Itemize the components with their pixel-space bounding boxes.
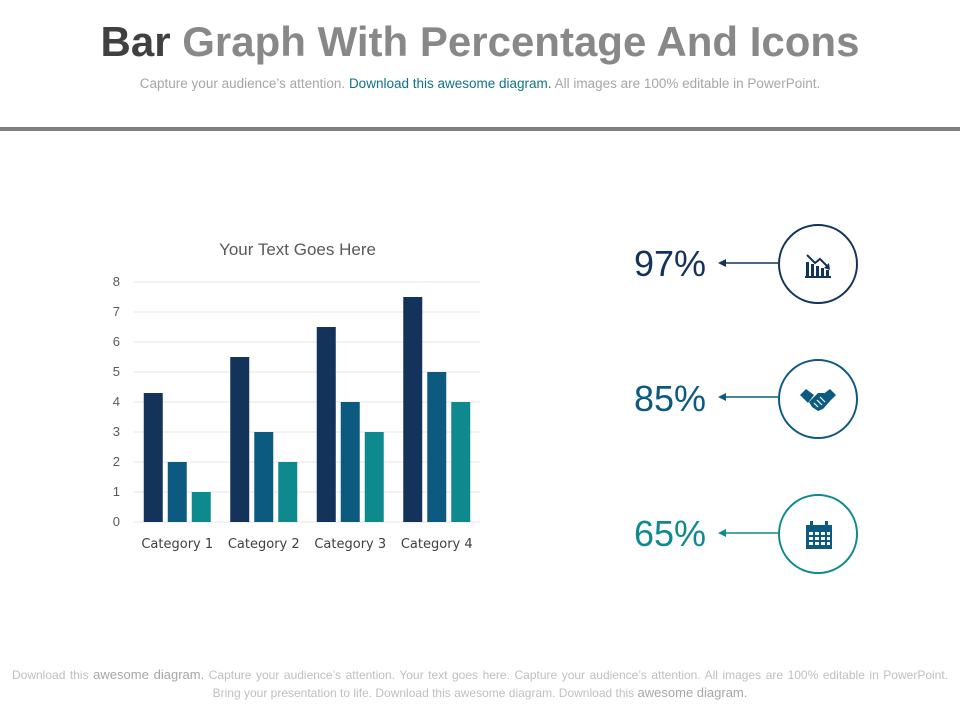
stat-icon-circle-1 — [778, 224, 858, 304]
page-title: Bar Graph With Percentage And Icons — [0, 18, 960, 66]
chart-title: Your Text Goes Here — [219, 240, 376, 259]
stat-value-2: 85% — [633, 378, 707, 419]
y-tick-label: 0 — [113, 514, 120, 529]
bar — [278, 462, 298, 522]
footer-text: Download this awesome diagram. Capture y… — [12, 666, 948, 702]
arrow-left-icon — [718, 529, 778, 537]
stat-value-1: 97% — [633, 243, 707, 284]
title-light-part: Graph With Percentage And Icons — [182, 18, 860, 65]
subtitle-accent: Download this awesome diagram. — [348, 76, 552, 91]
bar — [167, 462, 187, 522]
x-tick-label: Category 3 — [314, 537, 386, 552]
bar — [230, 357, 250, 522]
y-tick-label: 4 — [113, 394, 120, 409]
footer-emphasis-1: awesome diagram. — [93, 667, 205, 682]
y-tick-label: 1 — [113, 484, 120, 499]
subtitle-end: All images are 100% editable in PowerPoi… — [554, 76, 821, 91]
arrow-left-icon — [718, 259, 778, 267]
arrow-left-icon — [718, 393, 778, 401]
footer-part-1: Download this — [12, 668, 89, 682]
y-tick-label: 8 — [113, 274, 120, 289]
y-tick-label: 3 — [113, 424, 120, 439]
x-tick-label: Category 1 — [141, 537, 213, 552]
bar — [364, 432, 384, 522]
subtitle-start: Capture your audience’s attention. — [139, 76, 346, 91]
bar — [340, 402, 360, 522]
bar — [191, 492, 211, 522]
bar — [451, 402, 471, 522]
x-tick-label: Category 2 — [228, 537, 300, 552]
header-divider — [0, 127, 960, 131]
bar-chart: 0 1 2 3 4 5 6 7 8 Category 1 Category 2 Category 3 C… — [113, 274, 480, 552]
x-tick-label: Category 4 — [401, 537, 473, 552]
footer-part-2: Capture your audience’s attention. Your … — [208, 668, 949, 700]
stat-icon-circle-2 — [778, 359, 858, 439]
bar — [403, 297, 423, 522]
bar — [254, 432, 274, 522]
title-dark-part: Bar — [100, 18, 171, 65]
bar — [143, 393, 163, 522]
bar — [427, 372, 447, 522]
handshake-icon — [800, 389, 836, 411]
page-subtitle: Capture your audience’s attention. Downl… — [0, 76, 960, 91]
stat-value-3: 65% — [633, 513, 707, 554]
y-tick-label: 2 — [113, 454, 120, 469]
y-tick-label: 7 — [113, 304, 120, 319]
y-tick-label: 6 — [113, 334, 120, 349]
footer-emphasis-2: awesome diagram. — [637, 685, 748, 700]
y-tick-label: 5 — [113, 364, 120, 379]
stat-icon-circle-3 — [778, 494, 858, 574]
bar-chart-trend-icon — [805, 254, 831, 278]
bar — [316, 327, 336, 522]
calendar-icon — [806, 521, 832, 549]
